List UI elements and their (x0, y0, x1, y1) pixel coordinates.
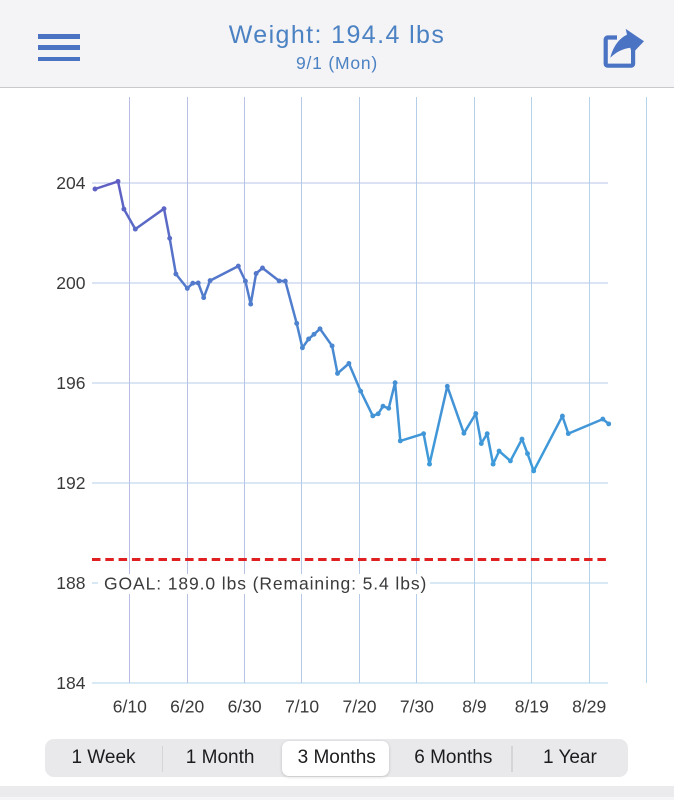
svg-text:8/29: 8/29 (572, 697, 606, 717)
svg-text:7/30: 7/30 (400, 697, 434, 717)
svg-text:188: 188 (56, 573, 85, 593)
svg-text:6/10: 6/10 (113, 697, 147, 717)
svg-text:GOAL: 189.0 lbs (Remaining: 5.: GOAL: 189.0 lbs (Remaining: 5.4 lbs) (104, 574, 427, 594)
svg-text:196: 196 (56, 373, 85, 393)
svg-text:6/30: 6/30 (228, 697, 262, 717)
svg-text:8/19: 8/19 (515, 697, 549, 717)
svg-text:192: 192 (56, 473, 85, 493)
svg-text:184: 184 (56, 673, 85, 693)
svg-text:200: 200 (56, 273, 85, 293)
svg-text:6/20: 6/20 (170, 697, 204, 717)
svg-text:7/20: 7/20 (342, 697, 376, 717)
svg-text:7/10: 7/10 (285, 697, 319, 717)
svg-text:204: 204 (56, 173, 85, 193)
svg-text:8/9: 8/9 (462, 697, 486, 717)
